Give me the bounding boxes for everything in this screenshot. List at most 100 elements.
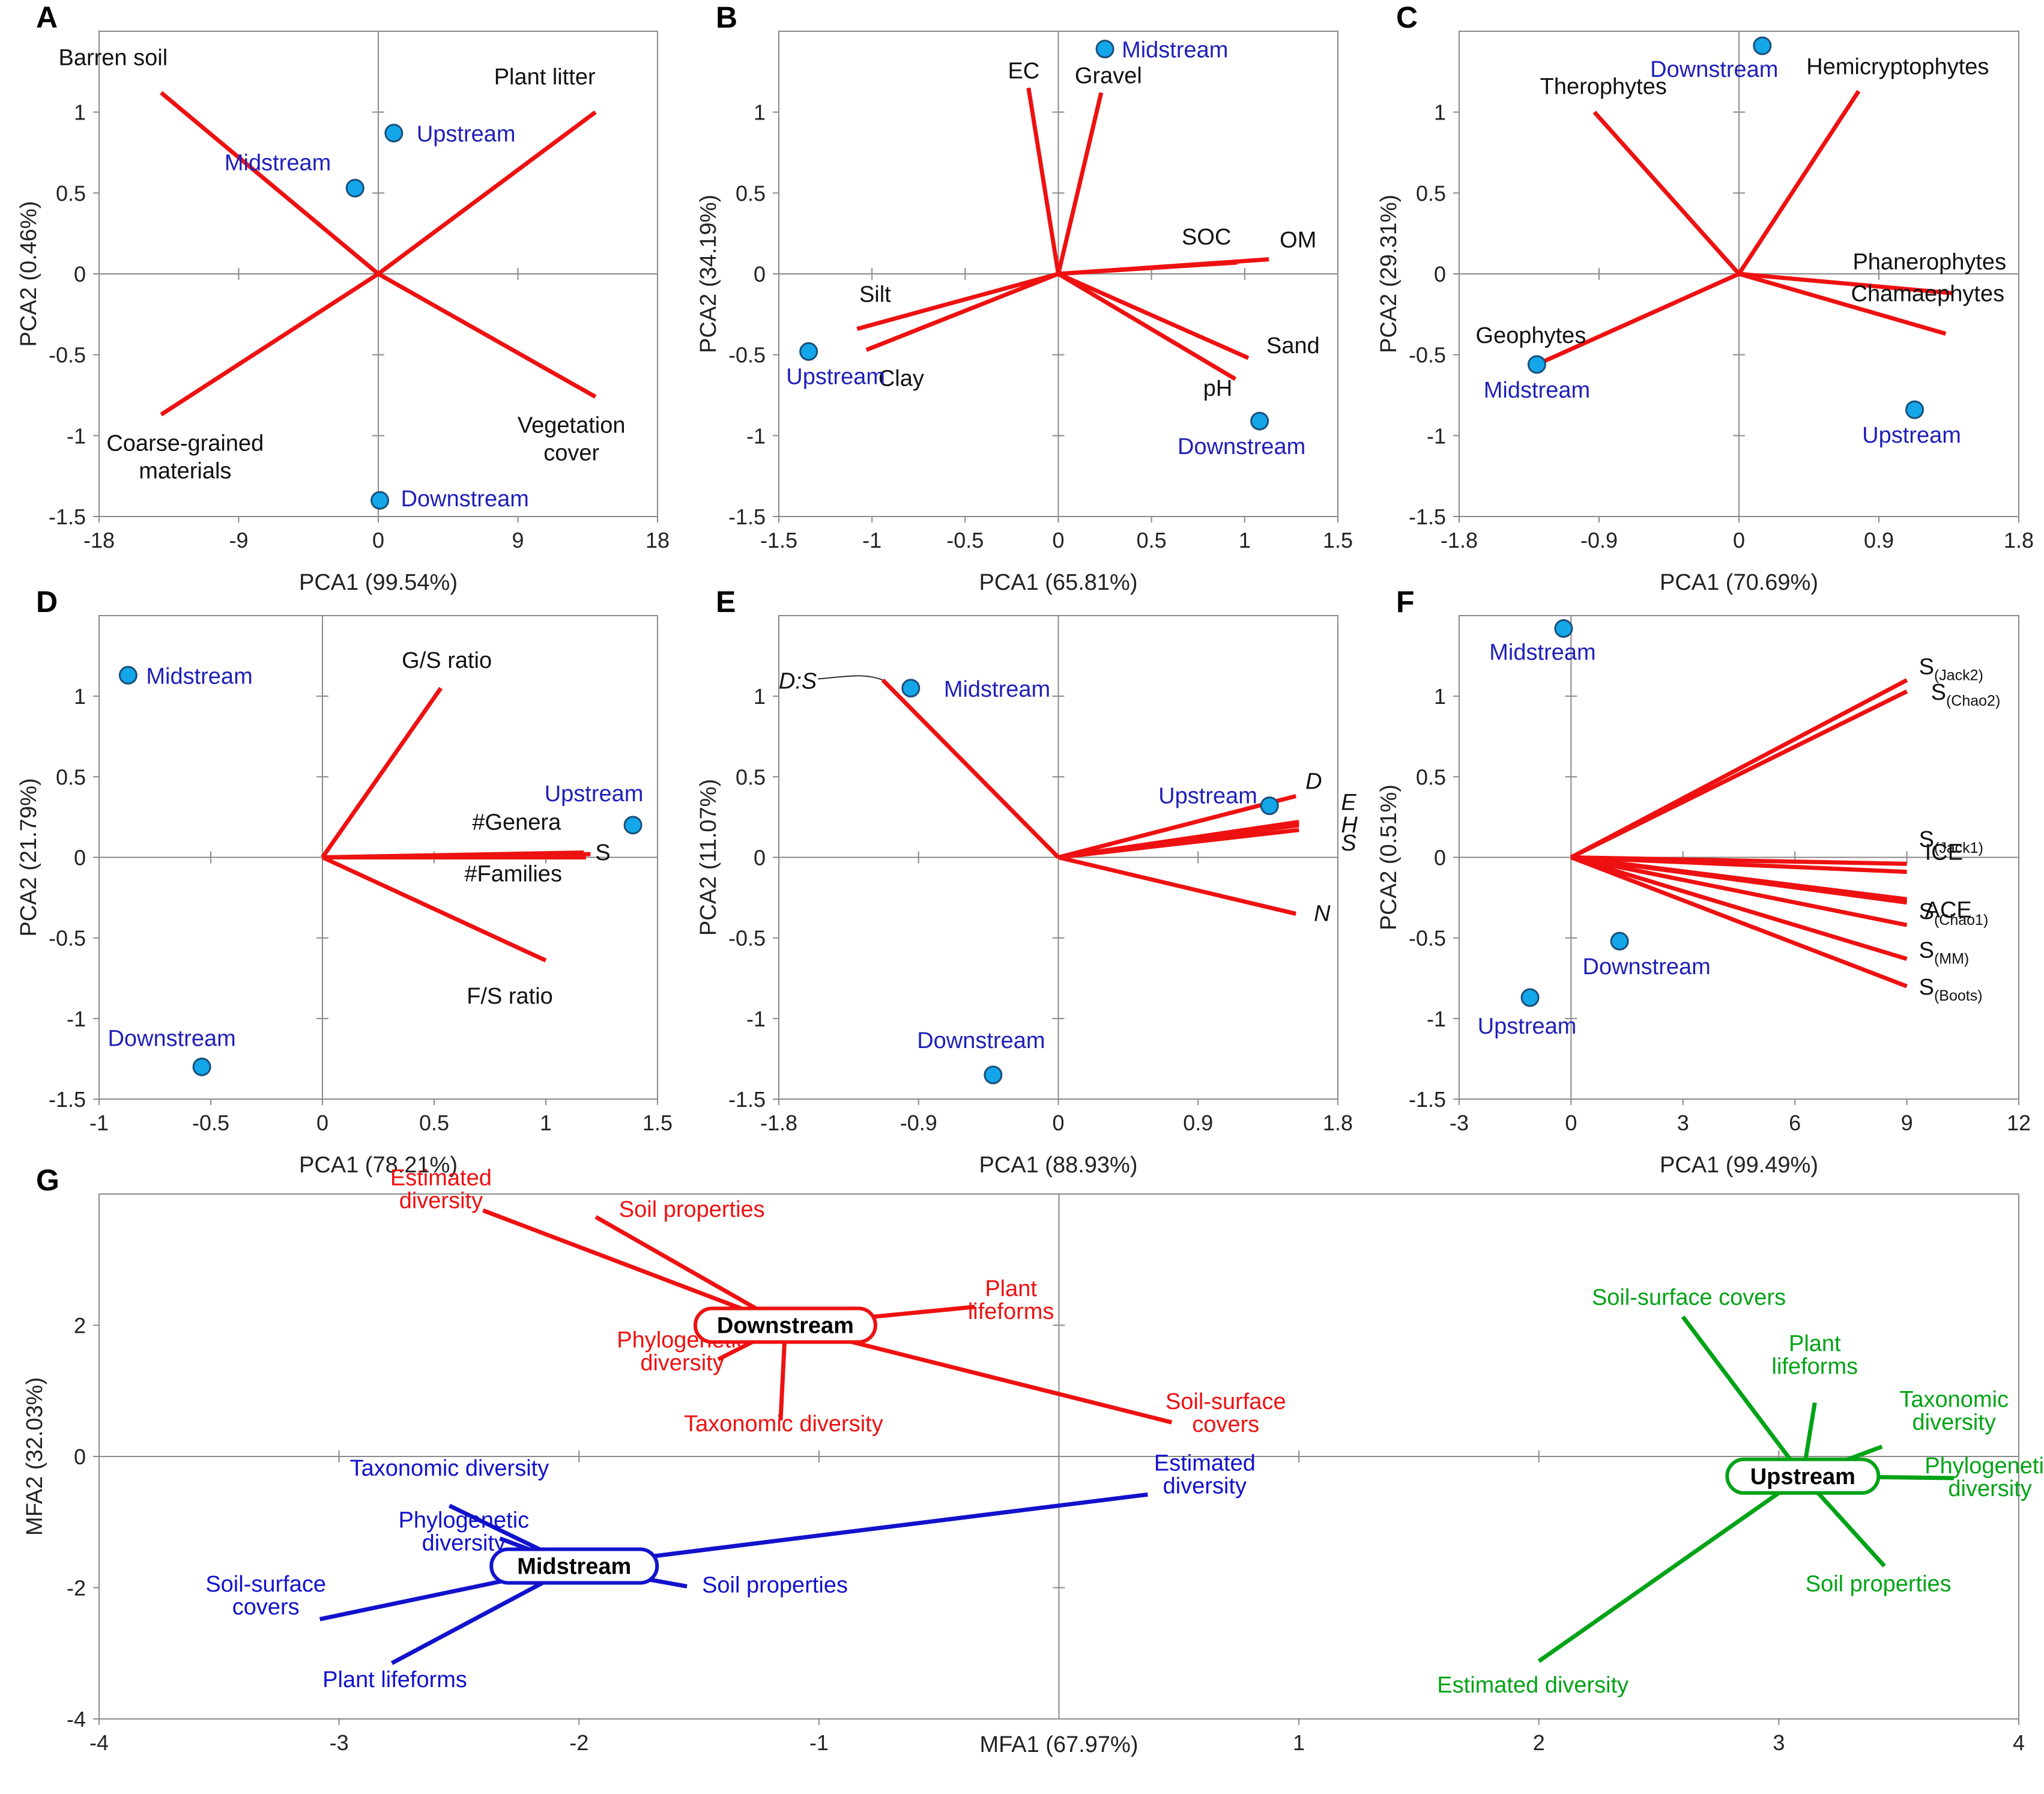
x-tick-label: 1.5 [1323,528,1353,553]
vector-line [1057,855,1296,916]
x-tick-label: -0.9 [1580,528,1618,553]
site-label: Downstream [1650,57,1778,82]
panel-title: C [1396,1,1418,34]
x-tick-label: -1 [809,1730,829,1755]
y-tick-label: -1 [746,423,766,448]
x-tick-label: 1 [1239,528,1251,553]
vector-label-subscript: (Chao2) [1946,692,2000,709]
x-tick-label: 1.5 [643,1111,673,1135]
y-tick-label: -1 [67,423,86,448]
y-tick-label: -4 [67,1707,86,1732]
x-tick-label: 6 [1789,1111,1801,1135]
y-tick-label: -1 [1427,423,1446,448]
site-label: Midstream [146,664,252,689]
x-tick-label: 0 [1052,1111,1064,1135]
vector-label: Sand [1266,333,1320,359]
y-tick-label: 1 [754,684,766,709]
site-point [118,665,138,685]
x-tick-label: 4 [2013,1730,2025,1755]
mfa-line-label: Phylogenetic diversity [399,1508,530,1556]
vector-line [1058,828,1299,859]
panel-title: D [36,585,58,619]
panel-g: -4 -3 -2 -1 1 2 3 4 -4 -2 0 2 MFA1 (67.97%) MFA2 (32.… [22,1163,2044,1757]
vector-label: F/S ratio [467,984,553,1009]
panel-b: -1.5 -1 -0.5 0 0.5 1 1.5 -1.5 -1 -0.5 0 0.5 1 PCA1 (6… [696,1,1353,595]
vector-line [1057,794,1297,859]
group-center-box [693,1306,877,1344]
mfa-line-label: Taxonomic diversity [350,1456,549,1481]
x-tick-label: -0.5 [946,528,984,553]
x-tick-label: -0.9 [900,1111,937,1135]
mfa-line-label: Soil-surface covers [205,1572,326,1620]
x-tick-label: -9 [229,528,248,553]
vector-label-line: Coarse-grained [106,431,264,456]
y-tick-label: -0.5 [728,926,766,951]
x-axis-label: PCA1 (65.81%) [979,570,1137,595]
mfa-line-label-line: covers [232,1595,300,1620]
site-point [192,1057,211,1076]
vector-line [1571,855,1907,874]
site-label: Downstream [107,1026,235,1051]
panel-title: A [36,1,58,34]
site-point [1753,36,1772,55]
site-label: Upstream [1862,423,1961,448]
vector-label: E [1341,790,1356,815]
vector-label: ICE [1925,840,1963,865]
vector-label: pH [1203,376,1233,401]
x-tick-label: -4 [89,1730,109,1755]
y-tick-label: -0.5 [1409,343,1446,368]
x-tick-label: 9 [512,528,524,553]
vector-line [1058,257,1269,276]
y-tick-label: 0.5 [56,765,86,789]
x-tick-label: -1.8 [760,1111,797,1135]
vector-line [1570,855,1908,927]
mfa-line-label-line: Phylogenetic [1925,1453,2044,1479]
vector-label: Geophytes [1476,323,1586,348]
vector-line [1592,111,1741,276]
site-label: Upstream [786,364,885,389]
group-center-label: Downstream [717,1314,854,1339]
panel-f: -3 0 3 6 9 12 -1.5 -1 -0.5 0 0.5 1 PCA1 (99.49%) PCA2… [1376,585,2031,1178]
vector-label: Plant litter [494,65,596,90]
x-tick-label: -1.8 [1441,528,1478,553]
x-tick-label: 1.8 [2004,528,2034,553]
y-axis-label: PCA2 (21.79%) [16,778,41,936]
y-tick-label: 0 [74,1444,86,1469]
x-tick-label: 0 [1052,528,1064,553]
x-tick-label: -0.5 [192,1111,229,1135]
vector-line [1737,89,1861,275]
y-tick-label: 0.5 [736,181,766,205]
group-midstream: Taxonomic diversity Phylogenetic diversity… [205,1450,1256,1692]
vector-label: Therophytes [1540,74,1667,100]
y-axis-label: MFA2 (32.03%) [22,1377,47,1536]
x-tick-label: 2 [1533,1730,1545,1755]
x-tick-label: 9 [1901,1111,1913,1135]
y-tick-label: 0 [754,846,766,870]
y-axis-label: PCA2 (11.07%) [696,779,721,936]
y-tick-label: 0 [1434,846,1446,870]
panel-e: -1.8 -0.9 0 0.9 1.8 -1.5 -1 -0.5 0 0.5 1 PCA1 (88.9… [696,585,1358,1178]
site-point [345,178,364,198]
vector-line [881,678,1060,859]
vector-label-line: Vegetation [518,413,626,438]
vector-line [376,110,597,276]
site-point [1095,40,1114,59]
mfa-line [482,1208,787,1327]
y-tick-label: -0.5 [1409,926,1446,951]
mfa-line-label: Plant lifeforms [322,1667,467,1692]
vector-line [377,271,597,399]
site-point [384,124,404,143]
mfa-line-label-line: diversity [640,1350,724,1375]
vector-label: Phanerophytes [1852,249,2006,274]
site-point [1905,400,1925,419]
x-tick-label: 0 [1733,528,1745,553]
y-tick-label: 1 [1434,100,1446,125]
y-tick-label: -1.5 [49,1087,86,1112]
mfa-line-label: Phylogenetic diversity [1925,1453,2044,1502]
x-tick-label: 3 [1677,1111,1689,1135]
vector-line [1738,271,1947,336]
vector-line [1570,689,1908,859]
